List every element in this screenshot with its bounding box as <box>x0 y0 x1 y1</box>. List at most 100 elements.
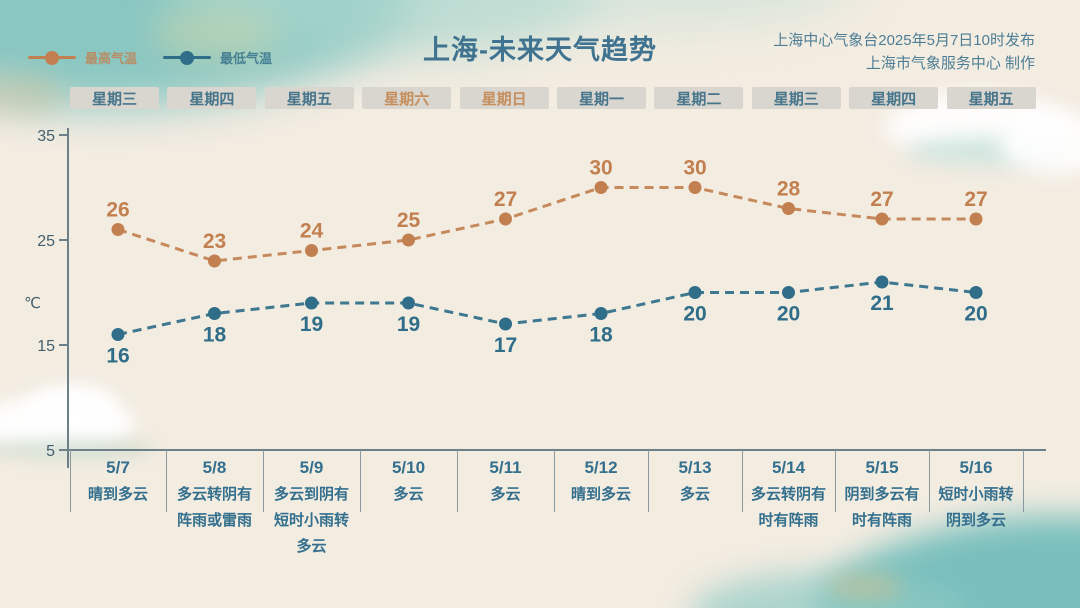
forecast-desc: 多云 <box>679 486 710 503</box>
weekday-tab-5/13: 星期二 <box>654 87 744 109</box>
forecast-date: 5/12 <box>584 458 618 477</box>
low-temp-point <box>969 286 983 299</box>
column-divider <box>835 450 836 512</box>
high-temp-point <box>402 233 415 247</box>
legend-line-dot-marker <box>163 50 212 65</box>
column-divider <box>648 450 649 512</box>
forecast-desc: 晴到多云 <box>570 486 631 503</box>
high-temp-value-label: 23 <box>203 230 226 253</box>
forecast-column-5/7: 5/7 晴到多云 <box>70 450 166 508</box>
forecast-date: 5/8 <box>202 458 227 477</box>
high-temp-point <box>305 244 318 257</box>
y-tick-label: 5 <box>46 443 55 460</box>
y-tick-label: 15 <box>37 338 55 355</box>
forecast-column-5/8: 5/8 多云转阴有 阵雨或雷雨 <box>166 450 263 534</box>
low-temp-point <box>208 307 221 320</box>
low-temp-point <box>402 296 415 310</box>
low-temp-value-label: 19 <box>300 313 323 336</box>
forecast-desc: 晴到多云 <box>87 486 148 503</box>
forecast-column-5/11: 5/11 多云 <box>457 450 554 508</box>
legend-item-high: 最高气温 <box>28 48 137 67</box>
high-temp-point <box>875 212 889 226</box>
low-temp-value-label: 18 <box>589 324 613 347</box>
forecast-date: 5/14 <box>771 458 806 477</box>
weekday-tab-5/10: 星期六 <box>362 87 452 109</box>
high-temp-value-label: 25 <box>397 209 421 232</box>
weekday-tab-5/9: 星期五 <box>264 87 354 109</box>
high-temp-value-label: 30 <box>589 157 612 180</box>
high-temp-value-label: 27 <box>870 188 893 211</box>
weekday-tab-5/11: 星期日 <box>459 87 549 109</box>
column-divider <box>554 450 555 512</box>
high-temp-point <box>688 181 702 194</box>
high-temp-point <box>111 223 125 236</box>
high-temp-value-label: 28 <box>777 178 801 201</box>
high-temp-point <box>499 212 512 226</box>
high-temp-value-label: 27 <box>494 188 517 211</box>
high-temp-value-label: 26 <box>106 199 129 222</box>
forecast-date: 5/11 <box>489 458 522 477</box>
forecast-date: 5/10 <box>391 458 426 477</box>
weekday-tab-5/12: 星期一 <box>557 87 646 109</box>
publish-info-line1: 上海中心气象台2025年5月7日10时发布 <box>773 32 1035 49</box>
legend-line-dot-marker <box>28 50 76 65</box>
column-divider <box>1023 450 1024 512</box>
forecast-desc: 短时小雨转 阴到多云 <box>938 486 1014 529</box>
low-temp-point <box>688 286 702 299</box>
forecast-column-5/15: 5/15 阴到多云有 时有阵雨 <box>835 450 929 534</box>
forecast-column-5/10: 5/10 多云 <box>360 450 457 508</box>
forecast-desc: 多云转阴有 阵雨或雷雨 <box>176 486 252 529</box>
low-temp-value-label: 20 <box>964 303 987 326</box>
legend: 最高气温 最低气温 <box>28 48 272 67</box>
low-temp-point <box>499 317 512 331</box>
publish-info: 上海中心气象台2025年5月7日10时发布 上海市气象服务中心 制作 <box>773 29 1035 75</box>
forecast-desc: 多云转阴有 时有阵雨 <box>750 486 826 529</box>
forecast-column-5/16: 5/16 短时小雨转 阴到多云 <box>929 450 1023 534</box>
weekday-tab-5/7: 星期三 <box>70 87 159 109</box>
high-temp-point <box>594 181 608 194</box>
column-divider <box>263 450 264 512</box>
forecast-column-5/9: 5/9 多云到阴有 短时小雨转 多云 <box>263 450 360 560</box>
column-divider <box>457 450 458 512</box>
forecast-column-5/12: 5/12 晴到多云 <box>554 450 648 508</box>
column-divider <box>166 450 167 512</box>
page-title: 上海-未来天气趋势 <box>423 35 657 65</box>
low-temp-value-label: 18 <box>203 324 227 347</box>
y-tick-label: 25 <box>37 233 55 250</box>
low-temp-point <box>594 307 608 320</box>
forecast-column-5/13: 5/13 多云 <box>648 450 742 508</box>
y-tick-label: 35 <box>37 128 55 145</box>
low-temp-value-label: 19 <box>397 313 420 336</box>
forecast-desc: 多云 <box>393 486 424 503</box>
column-divider <box>929 450 930 512</box>
y-axis-unit-label: ℃ <box>24 295 41 312</box>
column-divider <box>360 450 361 512</box>
high-temp-line <box>117 186 976 263</box>
high-temp-value-label: 30 <box>683 157 706 180</box>
forecast-desc: 多云到阴有 短时小雨转 多云 <box>273 486 349 555</box>
low-temp-point <box>782 286 795 299</box>
forecast-column-5/14: 5/14 多云转阴有 时有阵雨 <box>742 450 835 534</box>
low-temp-value-label: 20 <box>683 303 706 326</box>
forecast-date: 5/13 <box>678 458 712 477</box>
low-temp-point <box>111 328 125 341</box>
high-temp-point <box>782 202 795 215</box>
legend-label: 最低气温 <box>220 51 273 66</box>
high-temp-value-label: 24 <box>300 220 324 243</box>
high-temp-value-label: 27 <box>964 188 987 211</box>
forecast-date: 5/16 <box>959 458 993 477</box>
legend-item-low: 最低气温 <box>163 48 272 67</box>
weekday-tab-5/16: 星期五 <box>946 87 1036 109</box>
weekday-tab-5/14: 星期三 <box>751 87 841 109</box>
forecast-desc: 阴到多云有 时有阵雨 <box>844 486 920 529</box>
low-temp-point <box>875 275 889 289</box>
low-temp-point <box>305 296 318 310</box>
forecast-date: 5/7 <box>106 458 130 477</box>
column-divider <box>742 450 743 512</box>
forecast-desc: 多云 <box>490 486 521 503</box>
low-temp-value-label: 17 <box>494 334 517 357</box>
forecast-date: 5/15 <box>865 458 899 477</box>
low-temp-value-label: 21 <box>870 292 894 315</box>
